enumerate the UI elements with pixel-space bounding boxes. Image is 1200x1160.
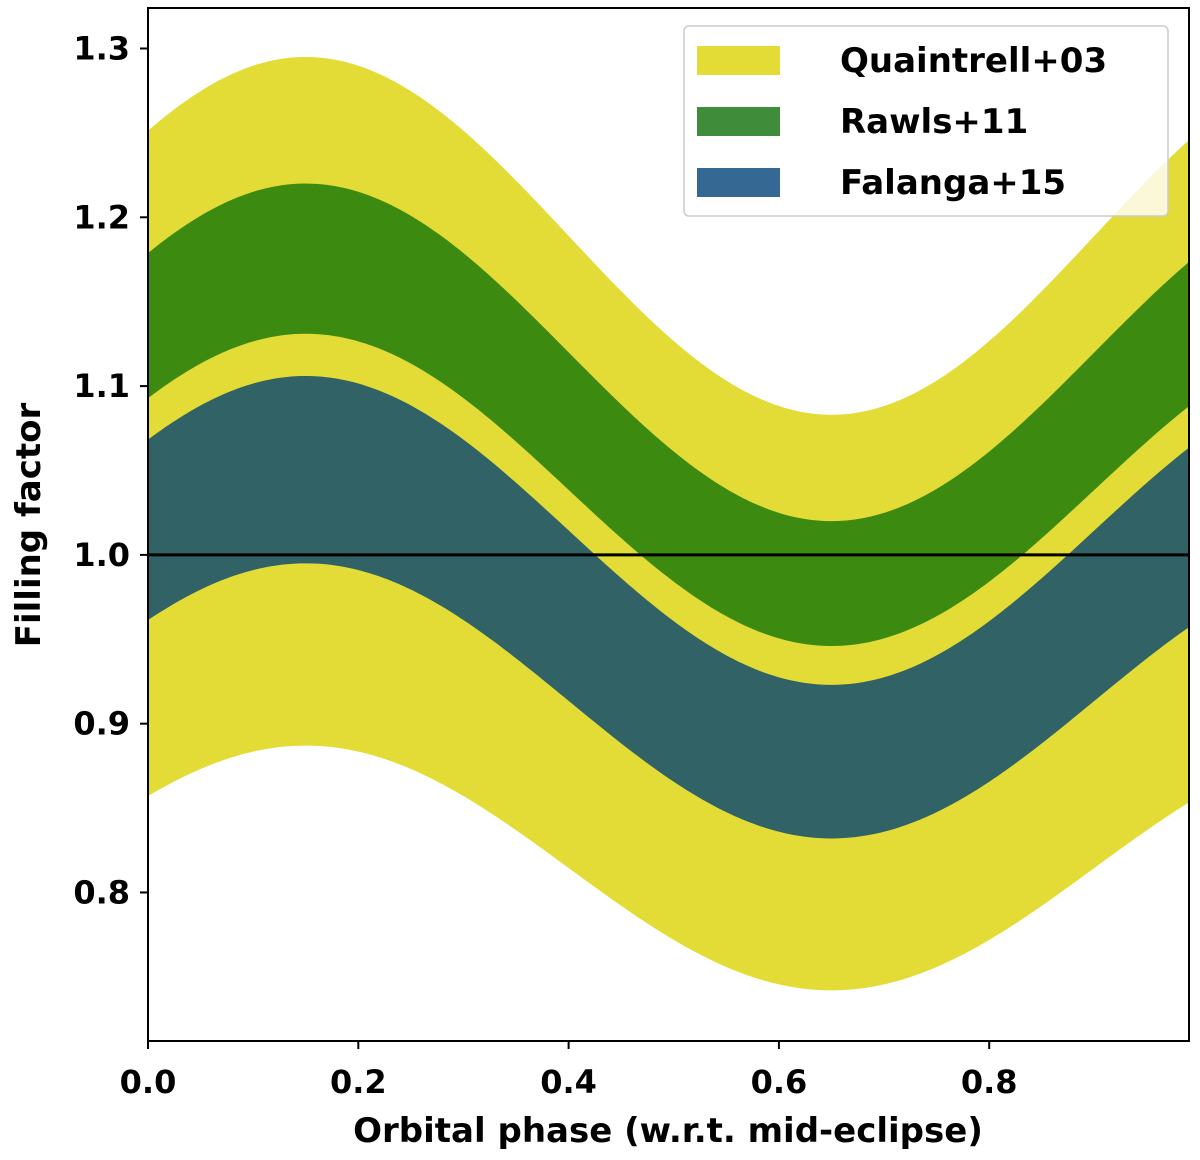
x-tick-label: 0.4 bbox=[540, 1063, 597, 1101]
band-rawls-11 bbox=[148, 183, 1189, 647]
legend-frame bbox=[683, 25, 1169, 217]
legend-label: Rawls+11 bbox=[840, 102, 1028, 142]
y-tick-label: 1.2 bbox=[73, 198, 130, 236]
y-tick-label: 1.3 bbox=[73, 30, 130, 68]
legend-swatch bbox=[697, 107, 780, 136]
ticks-layer: 0.0 0.2 0.4 0.6 0.8 0.8 0.9 1.0 1.1 1.2 1.3 bbox=[73, 30, 1017, 1101]
legend-swatch bbox=[697, 46, 780, 75]
x-axis-label: Orbital phase (w.r.t. mid-eclipse) bbox=[353, 1111, 983, 1151]
plot-frame bbox=[147, 7, 1190, 1042]
legend: Quaintrell+03 Rawls+11 Falanga+15 bbox=[683, 25, 1169, 217]
y-tick-label: 0.8 bbox=[73, 873, 130, 911]
x-tick-label: 0.0 bbox=[120, 1063, 177, 1101]
legend-label: Quaintrell+03 bbox=[840, 41, 1107, 81]
y-tick-label: 1.1 bbox=[73, 367, 130, 405]
y-tick-label: 1.0 bbox=[73, 536, 130, 574]
bands-layer bbox=[148, 56, 1189, 991]
y-axis-label: Filling factor bbox=[9, 403, 49, 648]
legend-swatch bbox=[697, 168, 780, 197]
legend-label: Falanga+15 bbox=[840, 163, 1066, 203]
band-falanga-15 bbox=[148, 375, 1189, 839]
x-tick-label: 0.2 bbox=[330, 1063, 387, 1101]
y-tick-label: 0.9 bbox=[73, 705, 130, 743]
x-tick-label: 0.6 bbox=[751, 1063, 808, 1101]
x-tick-label: 0.8 bbox=[961, 1063, 1018, 1101]
